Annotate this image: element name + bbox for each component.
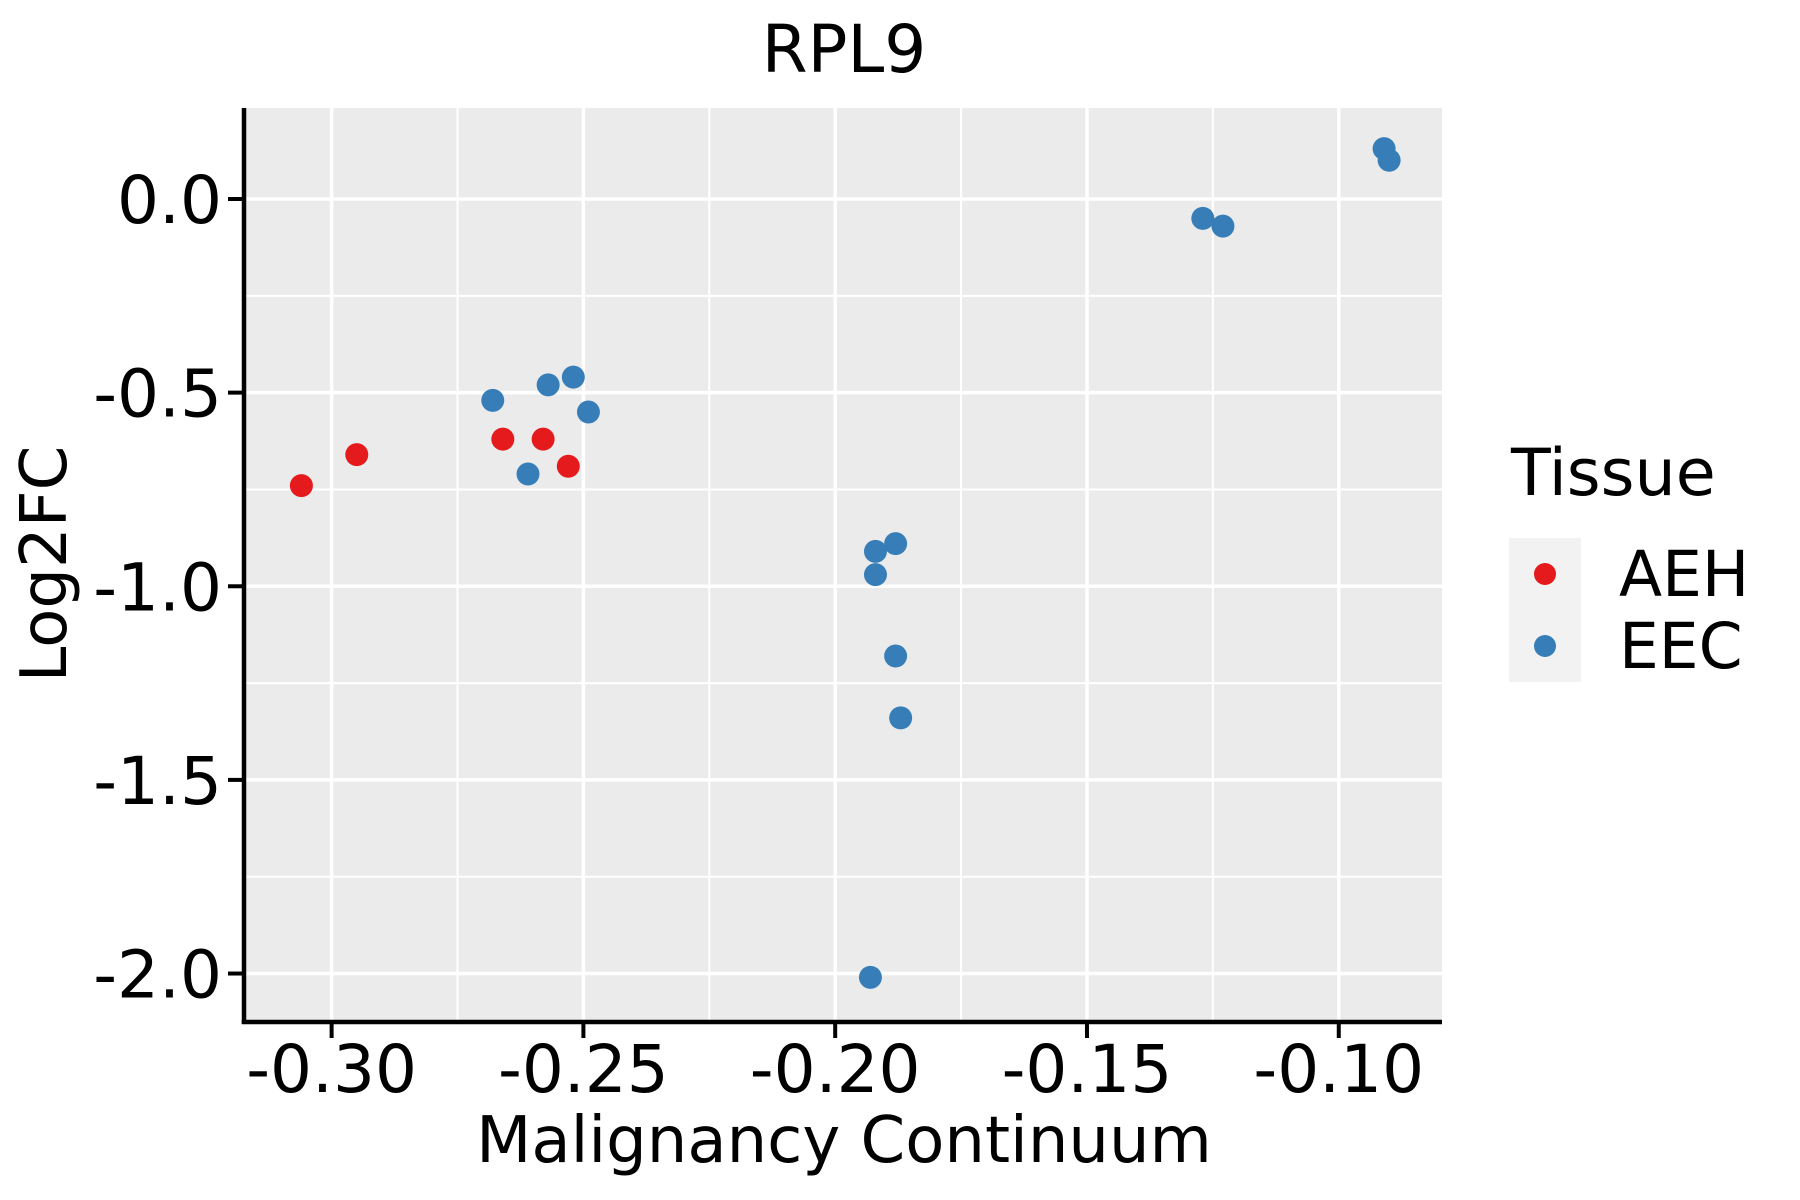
y-tick-label: -2.0	[93, 937, 222, 1014]
data-point-eec	[1211, 214, 1235, 238]
data-point-eec	[858, 965, 882, 989]
legend: Tissue AEH EEC	[1509, 436, 1750, 683]
x-tick-label: -0.15	[1002, 1031, 1173, 1108]
data-point-eec	[561, 365, 585, 389]
data-point-eec	[1377, 148, 1401, 172]
x-axis-label: Malignancy Continuum	[476, 1104, 1212, 1178]
legend-dot-aeh	[1534, 563, 1556, 585]
data-point-eec	[863, 563, 887, 587]
legend-item-aeh: AEH	[1509, 537, 1750, 611]
legend-dot-eec	[1534, 635, 1556, 657]
y-tick-label: -1.0	[93, 549, 222, 626]
legend-label: EEC	[1619, 609, 1743, 683]
data-point-aeh	[556, 454, 580, 478]
legend-item-eec: EEC	[1509, 609, 1749, 683]
plot-panel	[246, 108, 1442, 1020]
y-tick-label: -1.5	[93, 743, 222, 820]
data-point-eec	[884, 532, 908, 556]
data-point-eec	[536, 373, 560, 397]
legend-key-box	[1509, 538, 1581, 610]
data-point-aeh	[531, 427, 555, 451]
data-point-eec	[1191, 206, 1215, 230]
data-point-aeh	[345, 443, 369, 467]
x-tick-label: -0.25	[498, 1031, 669, 1108]
legend-label: AEH	[1619, 537, 1750, 611]
x-tick-label: -0.20	[750, 1031, 921, 1108]
x-tick-label: -0.30	[246, 1031, 417, 1108]
y-tick-label: -0.5	[93, 356, 222, 433]
x-tick-label: -0.10	[1253, 1031, 1424, 1108]
data-point-eec	[516, 462, 540, 486]
legend-title: Tissue	[1511, 436, 1716, 511]
data-point-aeh	[289, 474, 313, 498]
legend-keys: AEH EEC	[1509, 537, 1750, 683]
legend-key-box	[1509, 610, 1581, 682]
data-point-eec	[481, 388, 505, 412]
data-point-eec	[863, 539, 887, 563]
data-point-eec	[884, 644, 908, 668]
chart-title: RPL9	[762, 11, 926, 88]
data-point-eec	[889, 706, 913, 730]
y-axis-label: Log2FC	[8, 446, 82, 683]
data-point-eec	[576, 400, 600, 424]
y-tick-label: 0.0	[117, 162, 222, 239]
data-point-aeh	[491, 427, 515, 451]
